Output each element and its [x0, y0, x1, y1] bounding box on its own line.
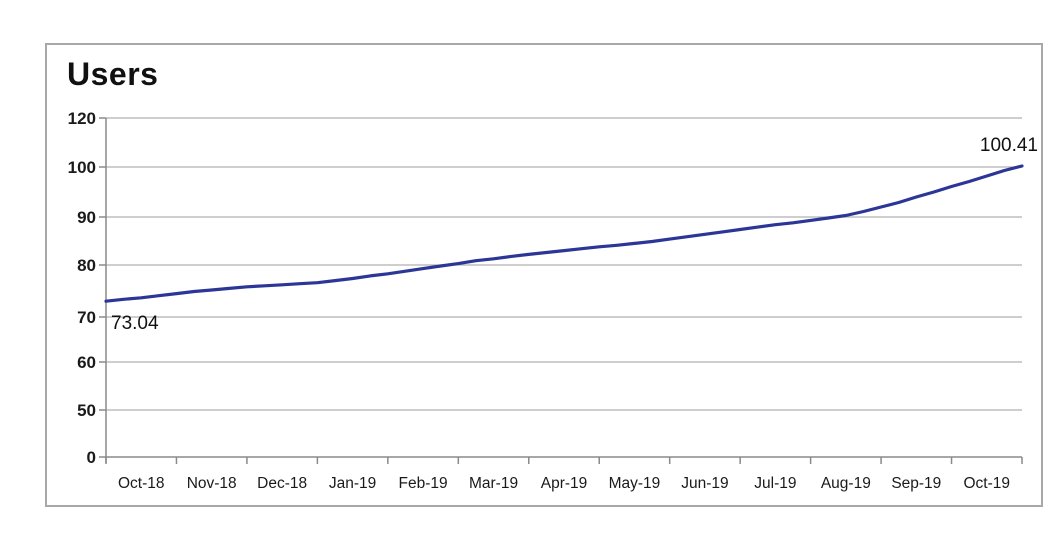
x-tick-label: Sep-19	[891, 475, 941, 492]
y-tick-label: 60	[77, 353, 96, 372]
x-tick-label: May-19	[609, 475, 661, 492]
y-tick-label: 100	[68, 158, 96, 177]
end-value-label: 100.41	[979, 135, 1038, 156]
x-tick-label: Feb-19	[399, 475, 448, 492]
x-tick-label: Jul-19	[754, 475, 796, 492]
y-tick-label: 80	[77, 256, 96, 275]
chart-title: Users	[67, 56, 159, 92]
x-tick-label: Mar-19	[469, 475, 518, 492]
x-tick-label: Dec-18	[257, 475, 307, 492]
x-tick-label: Jan-19	[329, 475, 376, 492]
users-line-series	[104, 164, 1024, 303]
x-tick-label: Oct-19	[964, 475, 1011, 492]
chart-frame	[45, 43, 1043, 507]
start-value-label: 73.04	[111, 313, 159, 334]
y-tick-label: 90	[77, 208, 96, 227]
x-tick-label: Aug-19	[821, 475, 871, 492]
y-tick-label: 70	[77, 308, 96, 327]
y-tick-label: 0	[87, 448, 96, 467]
y-tick-label: 50	[77, 401, 96, 420]
x-tick-label: Jun-19	[681, 475, 728, 492]
x-tick-label: Apr-19	[541, 475, 588, 492]
x-tick-label: Oct-18	[118, 475, 165, 492]
x-tick-label: Nov-18	[187, 475, 237, 492]
y-tick-label: 120	[68, 109, 96, 128]
